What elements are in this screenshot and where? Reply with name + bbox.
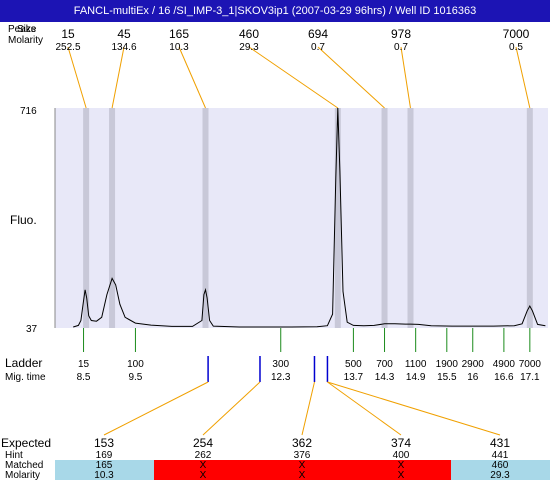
expected-connector bbox=[103, 381, 209, 436]
hint-value: 441 bbox=[492, 450, 509, 461]
expected-connector bbox=[301, 381, 315, 436]
peak-connector bbox=[400, 46, 411, 109]
peak-molarity: 0.7 bbox=[311, 42, 325, 53]
peak-connector bbox=[248, 46, 339, 109]
y-tick-min: 37 bbox=[26, 324, 38, 335]
peak-molarity: 29.3 bbox=[239, 42, 259, 53]
expected-connector bbox=[327, 381, 501, 436]
ladder-size: 1100 bbox=[405, 359, 427, 370]
peaks-label: Peaks bbox=[8, 24, 36, 35]
expected-connector bbox=[327, 381, 402, 436]
peak-size: 978 bbox=[391, 27, 411, 41]
hint-value: 262 bbox=[195, 450, 212, 461]
y-tick-max: 716 bbox=[20, 106, 37, 117]
missing-cells bbox=[154, 460, 451, 480]
matched-value: 460 bbox=[492, 460, 509, 471]
matched-value: X bbox=[299, 460, 306, 471]
ladder-mig-time: 15.5 bbox=[437, 372, 457, 383]
expected-size: 431 bbox=[490, 436, 510, 450]
peak-band bbox=[83, 108, 90, 328]
matched-molarity: X bbox=[299, 470, 306, 480]
matched-value: 165 bbox=[96, 460, 113, 471]
ladder-size: 2900 bbox=[462, 359, 485, 370]
peak-molarity: 134.6 bbox=[111, 42, 136, 53]
ladder-mig-time: 8.5 bbox=[77, 372, 91, 383]
fluo-label: Fluo. bbox=[10, 213, 37, 227]
ladder-label: Ladder bbox=[5, 356, 42, 370]
peak-band bbox=[526, 108, 533, 328]
hint-value: 169 bbox=[96, 450, 113, 461]
matched-value: X bbox=[398, 460, 405, 471]
peak-band bbox=[109, 108, 116, 328]
peak-size: 15 bbox=[61, 27, 75, 41]
peak-band bbox=[334, 108, 341, 328]
mig-time-label: Mig. time bbox=[5, 372, 46, 383]
matched-molarity: 10.3 bbox=[94, 470, 114, 480]
ladder-size: 1900 bbox=[436, 359, 459, 370]
hint-value: 376 bbox=[294, 450, 311, 461]
ladder-mig-time: 16.6 bbox=[494, 372, 514, 383]
ladder-size: 300 bbox=[272, 359, 289, 370]
fluorescence-trace bbox=[73, 107, 546, 328]
molarity-top-label: Molarity bbox=[8, 35, 43, 46]
hint-label: Hint bbox=[5, 450, 23, 461]
peak-connector bbox=[111, 46, 125, 109]
molarity-bottom-label: Molarity bbox=[5, 470, 40, 480]
matched-molarity: X bbox=[200, 470, 207, 480]
peak-size: 7000 bbox=[503, 27, 530, 41]
matched-cell bbox=[55, 460, 154, 480]
peak-size: 45 bbox=[117, 27, 131, 41]
peak-molarity: 252.5 bbox=[55, 42, 80, 53]
size-label: Size bbox=[17, 24, 37, 35]
matched-label: Matched bbox=[5, 460, 43, 471]
peak-connector bbox=[317, 46, 385, 109]
matched-molarity: 29.3 bbox=[490, 470, 510, 480]
peak-size: 460 bbox=[239, 27, 259, 41]
peak-size: 694 bbox=[308, 27, 328, 41]
hint-value: 400 bbox=[393, 450, 410, 461]
peak-molarity: 0.5 bbox=[509, 42, 523, 53]
ladder-size: 7000 bbox=[519, 359, 542, 370]
ladder-mig-time: 13.7 bbox=[344, 372, 364, 383]
peak-molarity: 10.3 bbox=[169, 42, 189, 53]
expected-label: Expected bbox=[1, 436, 51, 450]
ladder-mig-time: 16 bbox=[467, 372, 479, 383]
window-title: FANCL-multiEx / 16 /SI_IMP-3_1|SKOV3ip1 … bbox=[0, 0, 550, 22]
peak-band bbox=[202, 108, 209, 328]
matched-cell bbox=[451, 460, 550, 480]
peak-band bbox=[381, 108, 388, 328]
ladder-mig-time: 9.5 bbox=[128, 372, 142, 383]
ladder-size: 100 bbox=[127, 359, 144, 370]
peak-connector bbox=[178, 46, 206, 109]
peak-size: 165 bbox=[169, 27, 189, 41]
ladder-size: 4900 bbox=[493, 359, 516, 370]
matched-molarity: X bbox=[398, 470, 405, 480]
expected-size: 362 bbox=[292, 436, 312, 450]
ladder-mig-time: 12.3 bbox=[271, 372, 291, 383]
plot-area bbox=[55, 108, 548, 328]
ladder-size: 700 bbox=[376, 359, 393, 370]
expected-connector bbox=[202, 381, 261, 436]
peak-connector bbox=[515, 46, 531, 109]
ladder-size: 15 bbox=[78, 359, 90, 370]
ladder-mig-time: 17.1 bbox=[520, 372, 540, 383]
peak-molarity: 0.7 bbox=[394, 42, 408, 53]
ladder-mig-time: 14.3 bbox=[375, 372, 395, 383]
expected-size: 153 bbox=[94, 436, 114, 450]
ladder-mig-time: 14.9 bbox=[406, 372, 426, 383]
ladder-size: 500 bbox=[345, 359, 362, 370]
peak-connector bbox=[67, 46, 87, 109]
peak-band bbox=[407, 108, 414, 328]
matched-value: X bbox=[200, 460, 207, 471]
expected-size: 254 bbox=[193, 436, 213, 450]
expected-size: 374 bbox=[391, 436, 411, 450]
